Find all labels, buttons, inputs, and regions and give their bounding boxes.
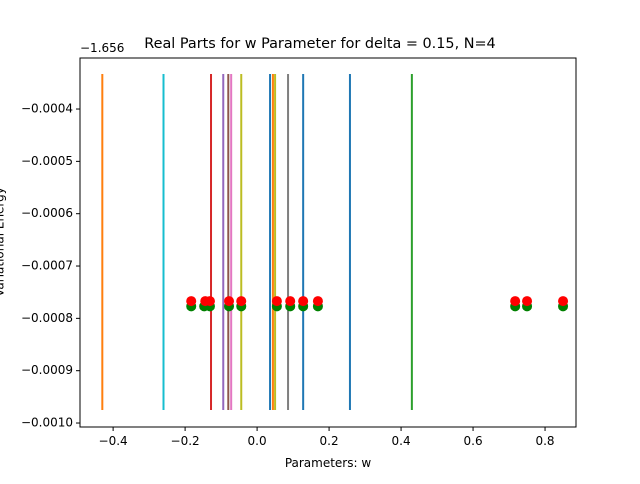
point <box>271 296 282 307</box>
y-tick-label: −0.0010 <box>21 416 73 430</box>
y-tick-label: −0.0007 <box>21 259 73 273</box>
x-tick-label: −0.2 <box>171 434 200 448</box>
y-tick-label: −0.0005 <box>21 154 73 168</box>
point <box>224 296 235 307</box>
point <box>186 296 197 307</box>
x-tick-label: 0.6 <box>464 434 483 448</box>
y-offset-label: −1.656 <box>80 41 124 55</box>
point <box>312 296 323 307</box>
y-axis-label: Variational Energy <box>0 187 7 297</box>
x-tick-label: 0.4 <box>392 434 411 448</box>
y-tick-label: −0.0004 <box>21 102 73 116</box>
x-tick-label: −0.4 <box>99 434 128 448</box>
x-tick-label: 0.8 <box>535 434 554 448</box>
y-tick-label: −0.0009 <box>21 363 73 377</box>
point <box>204 296 215 307</box>
chart-title: Real Parts for w Parameter for delta = 0… <box>144 36 495 52</box>
point <box>285 296 296 307</box>
point <box>522 296 533 307</box>
point <box>510 296 521 307</box>
plot-frame <box>79 57 577 428</box>
point <box>558 296 569 307</box>
point <box>298 296 309 307</box>
x-axis-label: Parameters: w <box>285 456 372 470</box>
y-tick-label: −0.0006 <box>21 206 73 220</box>
y-tick-label: −0.0008 <box>21 311 73 325</box>
x-tick-label: 0.0 <box>248 434 267 448</box>
x-tick-label: 0.2 <box>320 434 339 448</box>
point <box>236 296 247 307</box>
